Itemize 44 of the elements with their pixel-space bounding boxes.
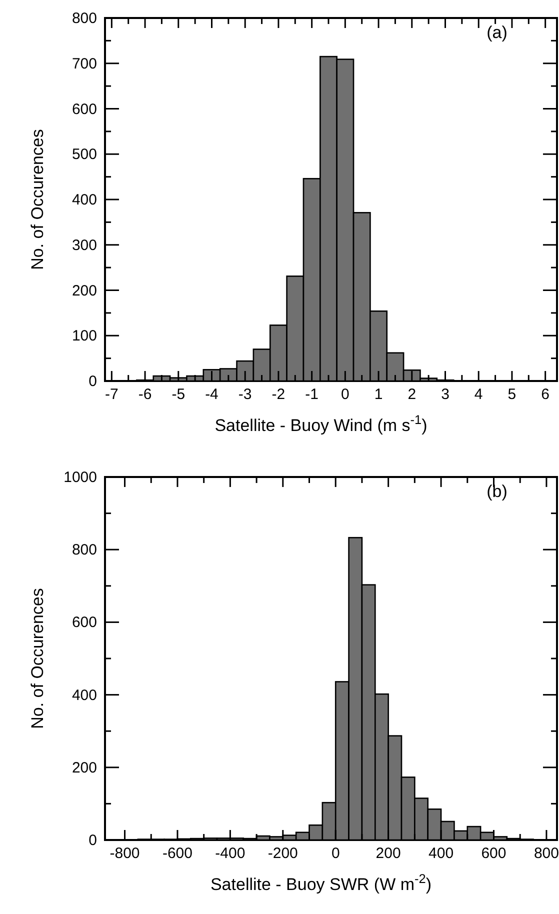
annotation: (a) [486,23,508,42]
y-tick-label: 100 [72,328,97,345]
x-tick-label: 600 [481,845,506,862]
y-tick-label: 200 [72,282,97,300]
x-tick-label: 5 [508,386,516,403]
x-tick-label: 4 [474,386,483,403]
y-tick-label: 400 [72,192,97,208]
y-tick-label: 400 [72,686,97,704]
y-tick-label: 200 [72,759,97,776]
x-tick-label: -3 [238,386,252,403]
y-axis-title: No. of Occurences [28,588,47,729]
x-axis-title: Satellite - Buoy SWR (W m$^{-2}$) [210,870,432,894]
y-tick-label: 700 [72,55,97,72]
y-tick-label: 0 [88,373,97,390]
x-tick-label: 1 [374,386,383,403]
y-tick-label: 0 [88,832,97,849]
x-tick-label: -1 [305,386,318,403]
x-tick-label: 0 [331,845,340,862]
x-tick-label: -5 [172,386,186,403]
y-tick-label: 1000 [64,469,97,486]
x-tick-label: -600 [162,845,192,862]
x-tick-label: -4 [205,386,218,403]
y-axis-title: No. of Occurences [28,129,47,270]
y-tick-label: 600 [72,614,97,632]
annotation: (b) [486,482,508,501]
x-tick-label: -800 [110,845,140,862]
x-axis-title: Satellite - Buoy Wind (m s$^{-1}$) [214,412,428,435]
y-tick-label: 800 [72,10,97,27]
x-tick-label: 200 [376,845,401,862]
x-tick-label: -7 [105,386,118,403]
y-tick-label: 300 [72,236,97,254]
x-tick-label: 6 [541,386,550,403]
y-tick-label: 600 [72,100,97,118]
y-tick-label: 800 [72,542,97,559]
y-tick-label: 500 [72,146,97,164]
x-tick-label: -400 [215,845,246,862]
x-tick-label: -200 [268,845,298,862]
x-tick-label: 0 [341,386,350,403]
x-tick-label: 400 [428,845,454,862]
x-tick-label: 800 [534,845,559,862]
x-tick-label: 2 [408,386,416,403]
x-tick-label: -2 [272,386,286,403]
x-tick-label: 3 [441,386,450,403]
x-tick-label: -6 [138,386,152,403]
